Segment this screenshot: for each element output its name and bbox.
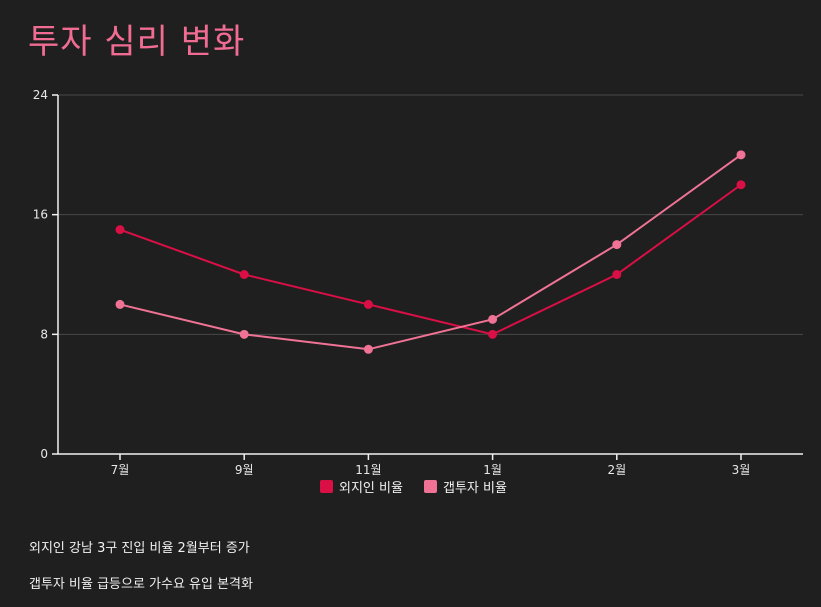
data-point[interactable] <box>612 270 622 279</box>
data-point[interactable] <box>363 299 373 309</box>
y-tick-label-0: 0 <box>40 447 48 461</box>
x-tick-label-5: 3월 <box>732 463 751 477</box>
data-point[interactable] <box>239 270 249 279</box>
legend-swatch <box>424 480 437 493</box>
y-tick-label-24: 24 <box>33 88 48 102</box>
x-tick-label-2: 11월 <box>355 463 381 477</box>
series-layer <box>115 150 746 354</box>
data-point[interactable] <box>239 329 249 339</box>
note-gap-investment: 갭투자 비율 급등으로 가수요 유입 본격화 <box>29 577 253 592</box>
note-foreigner-ratio: 외지인 강남 3구 진입 비율 2월부터 증가 <box>29 541 250 556</box>
series-line-2 <box>119 154 742 351</box>
legend-label: 외지인 비율 <box>339 481 403 496</box>
data-point[interactable] <box>488 314 498 324</box>
data-point[interactable] <box>612 240 622 250</box>
data-point[interactable] <box>363 344 373 354</box>
x-tick-label-4: 2월 <box>607 463 626 477</box>
legend-label: 갭투자 비율 <box>443 481 507 496</box>
series-2 <box>115 150 746 354</box>
data-point[interactable] <box>736 150 746 160</box>
data-point[interactable] <box>115 299 125 309</box>
x-tick-label-0: 7월 <box>111 463 130 477</box>
x-tick-label-3: 1월 <box>483 463 502 477</box>
legend-item-1[interactable]: 외지인 비율 <box>320 480 403 496</box>
grid-lines <box>58 94 803 335</box>
data-point[interactable] <box>488 329 498 339</box>
axes: 0 8 16 24 7월 9월 11월 1월 2월 3월 <box>33 88 803 477</box>
data-point[interactable] <box>736 180 746 190</box>
series-1 <box>115 180 746 339</box>
y-tick-label-8: 8 <box>40 327 48 341</box>
legend-swatch <box>320 480 333 493</box>
legend-item-2[interactable]: 갭투자 비율 <box>424 480 507 496</box>
series-line-1 <box>119 183 742 336</box>
data-point[interactable] <box>115 225 125 235</box>
line-chart: 0 8 16 24 7월 9월 11월 1월 2월 3월 외지인 비율 갭투자 비율 <box>33 88 803 496</box>
chart-title: 투자 심리 변화 <box>28 22 246 62</box>
x-tick-label-1: 9월 <box>235 463 254 477</box>
legend: 외지인 비율 갭투자 비율 <box>320 480 507 496</box>
y-tick-label-16: 16 <box>33 208 48 222</box>
